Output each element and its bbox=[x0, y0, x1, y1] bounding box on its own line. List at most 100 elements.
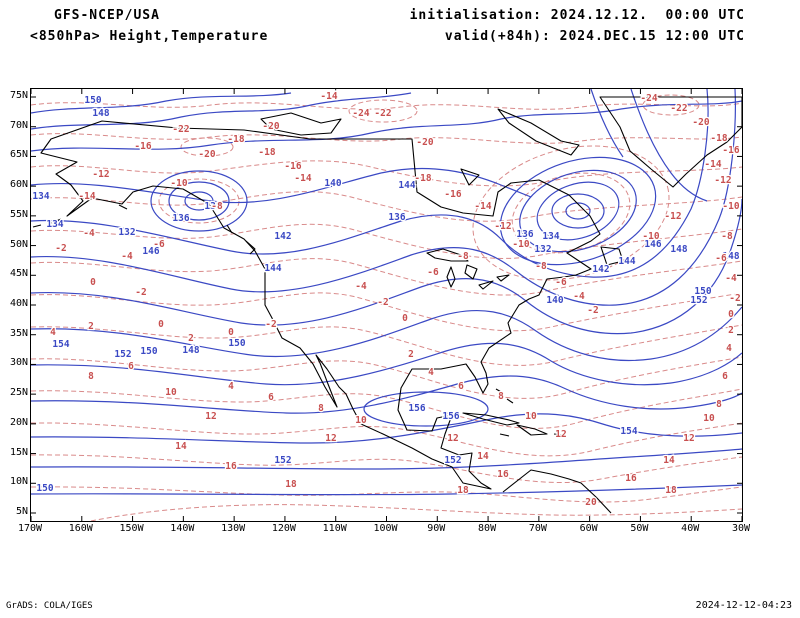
coastlines-segment bbox=[40, 120, 601, 490]
temp-contour-label: -4 bbox=[121, 251, 133, 262]
temp-contour-label: -16 bbox=[134, 141, 151, 152]
height-contour-label: 138 bbox=[204, 201, 221, 212]
temperature-contours-segment bbox=[348, 99, 418, 123]
temp-contour-label: -12 bbox=[494, 221, 511, 232]
coastlines-segment bbox=[502, 469, 612, 514]
temp-contour-label: -20 bbox=[198, 149, 215, 160]
height-contour-label: 146 bbox=[644, 239, 661, 250]
temperature-contours-segment bbox=[31, 191, 742, 222]
height-contours-segment bbox=[168, 181, 230, 221]
height-contour-label: 140 bbox=[324, 178, 341, 189]
height-contour-label: 152 bbox=[444, 455, 461, 466]
height-contour-label: 152 bbox=[114, 349, 131, 360]
temperature-contours-segment bbox=[90, 504, 742, 521]
lon-tick-label: 120W bbox=[271, 523, 296, 534]
temp-contour-label: -20 bbox=[262, 121, 279, 132]
temp-contour-label: 0 bbox=[402, 313, 408, 324]
height-contours-segment bbox=[150, 170, 248, 232]
height-contour-label: 154 bbox=[620, 426, 637, 437]
coastlines-segment bbox=[446, 266, 456, 288]
temp-contour-label: -20 bbox=[692, 117, 709, 128]
lat-tick-label: 35N bbox=[9, 327, 28, 339]
temp-contour-label: -4 bbox=[83, 228, 95, 239]
temp-contour-label: -10 bbox=[722, 201, 739, 212]
temp-contour-label: 18 bbox=[665, 485, 677, 496]
coastlines-segment bbox=[599, 96, 742, 188]
axis-ticks bbox=[31, 89, 742, 521]
temp-contour-label: -8 bbox=[211, 201, 223, 212]
temp-contour-label: -10 bbox=[512, 239, 529, 250]
valid-time: valid(+84h): 2024.DEC.15 12:00 UTC bbox=[444, 29, 745, 44]
height-contours-segment bbox=[31, 89, 709, 278]
coastlines-segment bbox=[32, 218, 62, 228]
temp-contour-label: -24 bbox=[640, 93, 657, 104]
height-contour-label: 146 bbox=[142, 246, 159, 257]
coastlines-segment bbox=[497, 108, 580, 156]
temperature-contours-segment bbox=[31, 356, 742, 399]
temp-contour-label: 10 bbox=[355, 415, 367, 426]
coastlines-segment bbox=[426, 248, 469, 262]
height-contours-segment bbox=[536, 181, 620, 241]
lat-tick-label: 40N bbox=[9, 298, 28, 309]
coastlines-segment bbox=[516, 424, 548, 436]
height-contour-label: 152 bbox=[274, 455, 291, 466]
coastlines-segment bbox=[462, 412, 520, 426]
temp-contour-label: 2 bbox=[188, 333, 194, 344]
height-contours-segment bbox=[31, 413, 742, 444]
height-contours-segment bbox=[31, 198, 742, 335]
temp-contour-label: 16 bbox=[625, 473, 637, 484]
temperature-contours-segment bbox=[31, 486, 742, 503]
temp-contour-label: -12 bbox=[664, 211, 681, 222]
coastlines-segment bbox=[499, 433, 510, 437]
temperature-contours-segment bbox=[31, 422, 742, 457]
coastlines-segment bbox=[460, 168, 480, 186]
height-contours-segment bbox=[630, 89, 708, 202]
lat-tick-label: 15N bbox=[9, 446, 28, 458]
temp-contour-label: 0 bbox=[158, 319, 164, 330]
temp-contour-label: 10 bbox=[165, 387, 177, 398]
height-contour-label: 148 bbox=[722, 251, 739, 262]
temperature-contours-segment bbox=[180, 137, 234, 157]
height-contours-segment bbox=[363, 391, 489, 427]
height-contour-label: 150 bbox=[140, 346, 157, 357]
temp-contour-label: -2 bbox=[377, 297, 388, 308]
lat-tick-label: 20N bbox=[9, 416, 28, 428]
lat-tick-label: 10N bbox=[9, 476, 28, 488]
temp-contour-label: -10 bbox=[170, 178, 187, 189]
temperature-contours-segment bbox=[31, 102, 742, 110]
temp-contour-label: -18 bbox=[258, 147, 275, 158]
lat-tick-label: 50N bbox=[9, 238, 28, 250]
lon-tick-label: 90W bbox=[427, 523, 446, 534]
temp-contour-label: 6 bbox=[722, 371, 728, 382]
height-contour-label: 144 bbox=[398, 180, 415, 191]
height-contour-label: 150 bbox=[228, 338, 245, 349]
height-contour-label: 136 bbox=[388, 212, 405, 223]
height-contour-label: 142 bbox=[274, 231, 291, 242]
temp-contour-label: -24 bbox=[352, 108, 369, 119]
height-contour-label: 134 bbox=[46, 219, 63, 230]
lon-tick-label: 70W bbox=[528, 523, 547, 534]
temp-contour-label: -22 bbox=[670, 103, 687, 114]
coastlines-segment bbox=[464, 264, 478, 280]
temp-contour-label: -14 bbox=[294, 173, 311, 184]
temperature-contours-segment bbox=[31, 454, 742, 484]
lat-tick-label: 30N bbox=[9, 357, 28, 369]
temp-contour-label: 12 bbox=[447, 433, 458, 444]
temp-contour-label: -16 bbox=[722, 145, 739, 156]
temp-contour-label: -4 bbox=[355, 281, 367, 292]
height-contour-label: 152 bbox=[690, 295, 707, 306]
height-contours-segment bbox=[31, 448, 742, 470]
temp-contour-label: 6 bbox=[128, 361, 134, 372]
height-contour-label: 154 bbox=[52, 339, 69, 350]
temp-contour-label: -8 bbox=[457, 251, 469, 262]
height-contour-label: 148 bbox=[182, 345, 199, 356]
temp-contour-label: 4 bbox=[428, 367, 434, 378]
coastlines-segment bbox=[553, 433, 563, 436]
temp-contour-label: -2 bbox=[729, 293, 740, 304]
temp-contour-label: 8 bbox=[716, 399, 722, 410]
lon-tick-label: 110W bbox=[322, 523, 347, 534]
temp-contour-label: -22 bbox=[172, 124, 189, 135]
temp-contour-label: -2 bbox=[135, 287, 146, 298]
